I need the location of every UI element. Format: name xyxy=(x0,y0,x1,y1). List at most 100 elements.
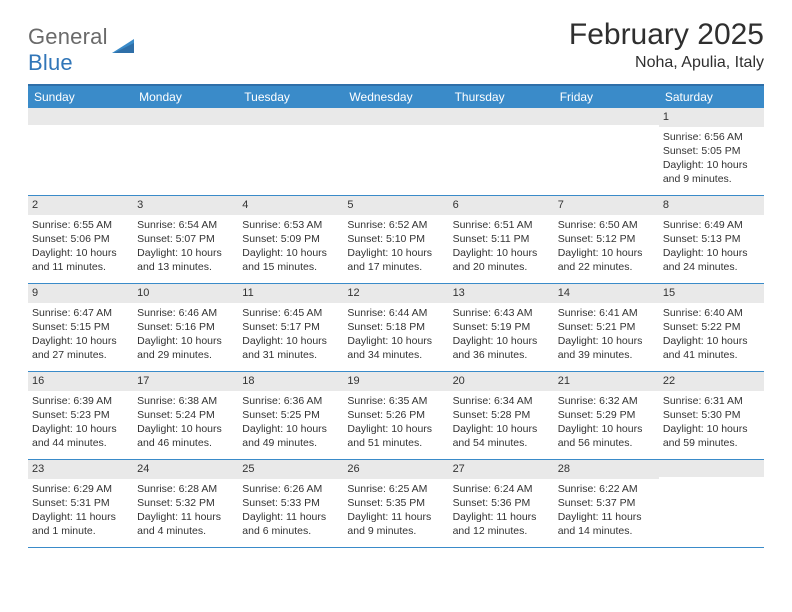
sunrise-text: Sunrise: 6:32 AM xyxy=(558,394,655,408)
day-cell: 4Sunrise: 6:53 AMSunset: 5:09 PMDaylight… xyxy=(238,196,343,283)
sunset-text: Sunset: 5:26 PM xyxy=(347,408,444,422)
day-number: 16 xyxy=(28,372,133,391)
day-number: 2 xyxy=(28,196,133,215)
day-number: 26 xyxy=(343,460,448,479)
day-cell: 15Sunrise: 6:40 AMSunset: 5:22 PMDayligh… xyxy=(659,284,764,371)
day-cell: 6Sunrise: 6:51 AMSunset: 5:11 PMDaylight… xyxy=(449,196,554,283)
day-header: Sunday xyxy=(28,86,133,108)
day-cell: 3Sunrise: 6:54 AMSunset: 5:07 PMDaylight… xyxy=(133,196,238,283)
day-number: 10 xyxy=(133,284,238,303)
daylight-text: Daylight: 11 hours and 14 minutes. xyxy=(558,510,655,538)
daylight-text: Daylight: 10 hours and 44 minutes. xyxy=(32,422,129,450)
sunrise-text: Sunrise: 6:46 AM xyxy=(137,306,234,320)
sunset-text: Sunset: 5:19 PM xyxy=(453,320,550,334)
sunset-text: Sunset: 5:31 PM xyxy=(32,496,129,510)
sunrise-text: Sunrise: 6:53 AM xyxy=(242,218,339,232)
header: General Blue February 2025 Noha, Apulia,… xyxy=(28,18,764,76)
day-number: 18 xyxy=(238,372,343,391)
sunset-text: Sunset: 5:18 PM xyxy=(347,320,444,334)
sunset-text: Sunset: 5:07 PM xyxy=(137,232,234,246)
sunset-text: Sunset: 5:32 PM xyxy=(137,496,234,510)
title-month: February 2025 xyxy=(569,18,764,52)
day-cell: 17Sunrise: 6:38 AMSunset: 5:24 PMDayligh… xyxy=(133,372,238,459)
daylight-text: Daylight: 11 hours and 1 minute. xyxy=(32,510,129,538)
sunset-text: Sunset: 5:25 PM xyxy=(242,408,339,422)
day-cell: 9Sunrise: 6:47 AMSunset: 5:15 PMDaylight… xyxy=(28,284,133,371)
sunset-text: Sunset: 5:36 PM xyxy=(453,496,550,510)
sunrise-text: Sunrise: 6:51 AM xyxy=(453,218,550,232)
logo: General Blue xyxy=(28,18,138,76)
day-number: 20 xyxy=(449,372,554,391)
logo-text: General Blue xyxy=(28,24,108,76)
empty-cell xyxy=(343,108,448,195)
sunrise-text: Sunrise: 6:41 AM xyxy=(558,306,655,320)
sunset-text: Sunset: 5:17 PM xyxy=(242,320,339,334)
day-number: 14 xyxy=(554,284,659,303)
daylight-text: Daylight: 10 hours and 11 minutes. xyxy=(32,246,129,274)
day-cell: 18Sunrise: 6:36 AMSunset: 5:25 PMDayligh… xyxy=(238,372,343,459)
week-row: 16Sunrise: 6:39 AMSunset: 5:23 PMDayligh… xyxy=(28,372,764,460)
sunset-text: Sunset: 5:24 PM xyxy=(137,408,234,422)
sunset-text: Sunset: 5:10 PM xyxy=(347,232,444,246)
sunset-text: Sunset: 5:22 PM xyxy=(663,320,760,334)
title-block: February 2025 Noha, Apulia, Italy xyxy=(569,18,764,72)
day-header: Tuesday xyxy=(238,86,343,108)
day-cell: 24Sunrise: 6:28 AMSunset: 5:32 PMDayligh… xyxy=(133,460,238,547)
daylight-text: Daylight: 10 hours and 59 minutes. xyxy=(663,422,760,450)
day-number xyxy=(554,108,659,125)
daylight-text: Daylight: 10 hours and 34 minutes. xyxy=(347,334,444,362)
day-cell: 2Sunrise: 6:55 AMSunset: 5:06 PMDaylight… xyxy=(28,196,133,283)
day-cell: 19Sunrise: 6:35 AMSunset: 5:26 PMDayligh… xyxy=(343,372,448,459)
day-number xyxy=(659,460,764,477)
sunrise-text: Sunrise: 6:56 AM xyxy=(663,130,760,144)
day-cell: 8Sunrise: 6:49 AMSunset: 5:13 PMDaylight… xyxy=(659,196,764,283)
day-cell: 12Sunrise: 6:44 AMSunset: 5:18 PMDayligh… xyxy=(343,284,448,371)
sunrise-text: Sunrise: 6:40 AM xyxy=(663,306,760,320)
day-number: 22 xyxy=(659,372,764,391)
day-header: Monday xyxy=(133,86,238,108)
daylight-text: Daylight: 10 hours and 54 minutes. xyxy=(453,422,550,450)
sunrise-text: Sunrise: 6:34 AM xyxy=(453,394,550,408)
day-number: 9 xyxy=(28,284,133,303)
day-number: 5 xyxy=(343,196,448,215)
logo-text-general: General xyxy=(28,24,108,49)
sunrise-text: Sunrise: 6:25 AM xyxy=(347,482,444,496)
day-cell: 21Sunrise: 6:32 AMSunset: 5:29 PMDayligh… xyxy=(554,372,659,459)
sunrise-text: Sunrise: 6:24 AM xyxy=(453,482,550,496)
day-cell: 26Sunrise: 6:25 AMSunset: 5:35 PMDayligh… xyxy=(343,460,448,547)
day-number: 8 xyxy=(659,196,764,215)
day-number: 6 xyxy=(449,196,554,215)
sunrise-text: Sunrise: 6:31 AM xyxy=(663,394,760,408)
day-cell: 16Sunrise: 6:39 AMSunset: 5:23 PMDayligh… xyxy=(28,372,133,459)
daylight-text: Daylight: 10 hours and 22 minutes. xyxy=(558,246,655,274)
sunrise-text: Sunrise: 6:52 AM xyxy=(347,218,444,232)
day-header: Thursday xyxy=(449,86,554,108)
title-location: Noha, Apulia, Italy xyxy=(569,54,764,72)
daylight-text: Daylight: 10 hours and 51 minutes. xyxy=(347,422,444,450)
sunset-text: Sunset: 5:23 PM xyxy=(32,408,129,422)
calendar: Sunday Monday Tuesday Wednesday Thursday… xyxy=(28,84,764,548)
day-number: 21 xyxy=(554,372,659,391)
daylight-text: Daylight: 10 hours and 36 minutes. xyxy=(453,334,550,362)
day-header: Wednesday xyxy=(343,86,448,108)
day-cell: 7Sunrise: 6:50 AMSunset: 5:12 PMDaylight… xyxy=(554,196,659,283)
day-number: 4 xyxy=(238,196,343,215)
day-header: Saturday xyxy=(659,86,764,108)
sunrise-text: Sunrise: 6:35 AM xyxy=(347,394,444,408)
day-cell: 5Sunrise: 6:52 AMSunset: 5:10 PMDaylight… xyxy=(343,196,448,283)
day-number: 1 xyxy=(659,108,764,127)
sunset-text: Sunset: 5:35 PM xyxy=(347,496,444,510)
sunset-text: Sunset: 5:28 PM xyxy=(453,408,550,422)
day-cell: 28Sunrise: 6:22 AMSunset: 5:37 PMDayligh… xyxy=(554,460,659,547)
day-number xyxy=(449,108,554,125)
sunrise-text: Sunrise: 6:50 AM xyxy=(558,218,655,232)
sunrise-text: Sunrise: 6:29 AM xyxy=(32,482,129,496)
day-number: 28 xyxy=(554,460,659,479)
day-cell: 13Sunrise: 6:43 AMSunset: 5:19 PMDayligh… xyxy=(449,284,554,371)
sunrise-text: Sunrise: 6:55 AM xyxy=(32,218,129,232)
sunset-text: Sunset: 5:29 PM xyxy=(558,408,655,422)
day-cell: 20 Sunrise: 6:34 AMSunset: 5:28 PMDayligh… xyxy=(449,372,554,459)
day-number xyxy=(238,108,343,125)
sunset-text: Sunset: 5:11 PM xyxy=(453,232,550,246)
day-cell: 23Sunrise: 6:29 AMSunset: 5:31 PMDayligh… xyxy=(28,460,133,547)
